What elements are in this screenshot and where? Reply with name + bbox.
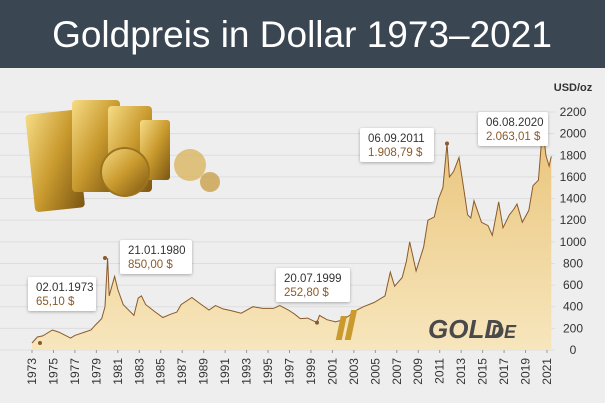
- annotation-value: 252,80 $: [284, 287, 329, 299]
- x-tick-label: 1999: [304, 358, 318, 385]
- annotations: 02.01.1973 65,10 $ 21.01.1980 850,00 $ 20.07…: [28, 112, 548, 345]
- x-tick-label: 2009: [411, 358, 425, 385]
- x-tick-label: 2017: [497, 358, 511, 385]
- annotation-box: [28, 277, 96, 311]
- annotation-point: [315, 320, 319, 325]
- x-tick-label: 2011: [433, 358, 447, 384]
- x-tick-label: 1985: [154, 358, 168, 385]
- annotation-value: 2.063,01 $: [486, 131, 541, 143]
- gold-bars-image: [25, 100, 220, 212]
- y-tick-label: 400: [563, 300, 583, 314]
- x-tick-label: 2007: [390, 358, 404, 385]
- logo-text: GOLD: [428, 314, 503, 344]
- x-tick-label: 2005: [368, 358, 382, 385]
- y-tick-label: 600: [563, 278, 583, 292]
- annotation-date: 21.01.1980: [128, 245, 186, 257]
- y-tick-label: 1200: [560, 213, 587, 227]
- annotation-box: [276, 268, 350, 302]
- x-tick-label: 1989: [197, 358, 211, 385]
- y-tick-label: 1400: [560, 192, 587, 206]
- annotation-point: [103, 256, 107, 261]
- annotation-date: 20.07.1999: [284, 273, 342, 285]
- x-tick-label: 1983: [132, 358, 146, 385]
- x-tick-label: 2021: [540, 358, 554, 385]
- y-tick-label: 2200: [560, 105, 587, 119]
- chart-title: Goldpreis in Dollar 1973–2021: [52, 14, 552, 55]
- x-tick-label: 1973: [25, 358, 39, 385]
- y-tick-label: 1000: [560, 235, 587, 249]
- x-tick-label: 1977: [68, 358, 82, 385]
- x-tick-label: 2003: [347, 358, 361, 385]
- y-tick-label: 800: [563, 256, 583, 270]
- annotation-box: [120, 240, 192, 274]
- annotation-date: 06.09.2011: [368, 133, 425, 145]
- x-tick-label: 2015: [476, 358, 490, 385]
- area: [32, 126, 552, 350]
- annotation-value: 850,00 $: [128, 259, 173, 271]
- x-tick-label: 1991: [218, 358, 232, 385]
- x-tick-label: 1987: [175, 358, 189, 385]
- annotation-value: 1.908,79 $: [368, 147, 423, 159]
- plot: [31, 126, 552, 350]
- y-tick-label: 1600: [560, 170, 587, 184]
- x-tick-label: 1979: [89, 358, 103, 385]
- y-tick-label: 2000: [560, 127, 587, 141]
- x-tick-label: 1997: [282, 358, 296, 385]
- x-tick-label: 1975: [46, 358, 60, 385]
- x-tick-label: 1993: [240, 358, 254, 385]
- x-tick-label: 1981: [111, 358, 125, 385]
- annotation-point: [38, 340, 42, 345]
- logo-domain: .DE: [486, 322, 517, 342]
- annotation-date: 02.01.1973: [36, 282, 94, 294]
- x-tick-label: 2013: [454, 358, 468, 385]
- y-axis-label: USD/oz: [554, 82, 593, 94]
- x-tick-label: 1995: [261, 358, 275, 385]
- x-tick-label: 2019: [519, 358, 533, 385]
- line: [31, 126, 552, 344]
- logo: GOLD .DE: [335, 310, 517, 344]
- annotation-point: [445, 141, 449, 146]
- header: [0, 0, 605, 68]
- y-tick-label: 1800: [560, 148, 587, 162]
- annotation-box: [478, 112, 548, 146]
- annotation-date: 06.08.2020: [486, 117, 544, 129]
- annotation-value: 65,10 $: [36, 296, 75, 308]
- y-tick-label: 200: [563, 321, 583, 335]
- y-tick-label: 0: [570, 343, 577, 357]
- annotation-box: [360, 128, 434, 162]
- x-tick-label: 2001: [325, 358, 339, 385]
